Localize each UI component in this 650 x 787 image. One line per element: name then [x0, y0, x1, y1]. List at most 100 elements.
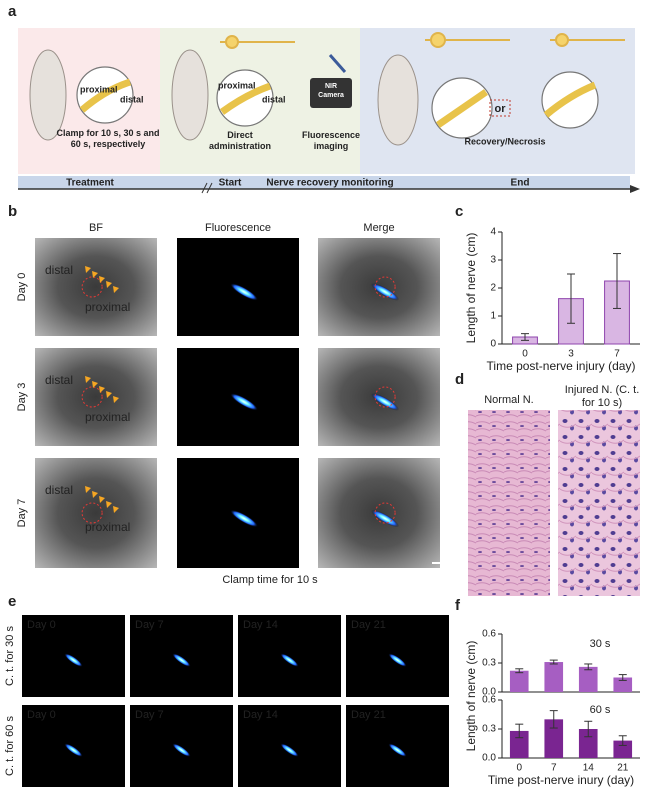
image-label: Day 14 [243, 619, 278, 631]
image-label: Day 14 [243, 709, 278, 721]
fluorescence-image [22, 615, 125, 697]
fluorescence-signal [172, 743, 191, 757]
y-tick-label: 4 [490, 227, 496, 238]
arrowhead [99, 276, 105, 283]
x-tick-label: 7 [614, 349, 620, 360]
bar [578, 666, 598, 692]
y-tick-label: 2 [490, 283, 496, 294]
x-tick-label: 0 [516, 763, 522, 774]
arrowhead [85, 266, 91, 273]
fluorescence-signal [280, 653, 299, 667]
fluorescence-signal [388, 653, 407, 667]
fluorescence-image [346, 615, 449, 697]
timeline-label: Nerve recovery monitoring [266, 178, 393, 189]
fluorescence-signal [172, 653, 191, 667]
panel-label: f [455, 597, 461, 614]
panel-label: c [455, 203, 463, 220]
fluorescence-signal [280, 743, 299, 757]
y-tick-label: 3 [490, 255, 496, 266]
x-axis-label: Time post-nerve inury (day) [488, 773, 634, 787]
image-label: distal [45, 373, 73, 387]
column-header: BF [89, 222, 103, 234]
syringe-icon [328, 54, 347, 73]
arrowhead [113, 396, 119, 403]
injury-circle [81, 386, 103, 408]
column-header: Normal N. [484, 394, 534, 406]
x-tick-label: 7 [551, 763, 557, 774]
fluorescence-image [346, 705, 449, 787]
arrowhead [85, 486, 91, 493]
row-label: C. t. for 30 s [4, 626, 16, 686]
fluorescence-signal [371, 393, 400, 411]
bar [544, 662, 564, 692]
bar [578, 729, 598, 758]
bar [509, 730, 529, 758]
fluorescence-image [238, 615, 341, 697]
timeline-arrow [630, 185, 640, 193]
y-axis-label: Length of nerve (cm) [464, 641, 478, 752]
arrowhead [113, 286, 119, 293]
image-label: proximal [85, 520, 130, 534]
image-label: proximal [85, 300, 130, 314]
fluorescence-signal [64, 743, 83, 757]
outcome-label: Recovery/Necrosis [464, 136, 545, 146]
image-label: Day 0 [27, 619, 56, 631]
x-tick-label: 0 [522, 349, 528, 360]
image-label: Day 7 [135, 709, 164, 721]
arrowhead [106, 501, 112, 508]
histology-image [468, 410, 550, 596]
y-tick-label: 0.6 [482, 695, 496, 706]
row-label: Day 7 [16, 499, 28, 528]
image-label: Day 0 [27, 709, 56, 721]
or-label: or [495, 103, 507, 115]
panel-label: a [8, 3, 17, 20]
scale-bar [432, 562, 440, 564]
nerve-label: proximal [218, 80, 256, 90]
image-label: distal [45, 483, 73, 497]
x-tick-label: 3 [568, 349, 574, 360]
arrowhead [106, 391, 112, 398]
series-label: 30 s [590, 638, 611, 650]
clamp-text: Clamp for 10 s, 30 s and 60 s, respectiv… [56, 128, 160, 149]
caption: Clamp time for 10 s [222, 574, 318, 586]
arrowhead [99, 496, 105, 503]
arrowhead [85, 376, 91, 383]
x-tick-label: 21 [617, 763, 629, 774]
nerve-label: proximal [80, 84, 118, 94]
image-label: distal [45, 263, 73, 277]
fluorescence-image [130, 615, 233, 697]
fluorescence-signal [230, 283, 259, 301]
camera-text: NIR Camera [318, 83, 344, 99]
column-header: Fluorescence [205, 222, 271, 234]
x-tick-label: 14 [583, 763, 595, 774]
y-tick-label: 0.3 [482, 658, 496, 669]
bar [509, 670, 529, 692]
histology-image [558, 410, 640, 596]
arrowhead [92, 381, 98, 388]
micrograph [35, 348, 157, 446]
mouse-illustrations [29, 49, 419, 146]
axis-break [201, 182, 208, 194]
image-label: Day 21 [351, 619, 386, 631]
timeline-label: Treatment [66, 178, 114, 189]
timeline-label: End [511, 178, 530, 189]
fluorescence-signal [230, 509, 259, 528]
fluorescence-signal [230, 393, 259, 411]
injury-circle [81, 502, 103, 524]
image-label: Day 7 [135, 619, 164, 631]
image-label: proximal [85, 410, 130, 424]
bar [544, 719, 564, 758]
panel-label: e [8, 593, 16, 610]
timeline-label: Start [219, 178, 242, 189]
panel-label: b [8, 203, 17, 220]
injury-circle [81, 276, 103, 298]
fluorescence-signal [371, 509, 400, 528]
arrowhead [92, 271, 98, 278]
y-tick-label: 0 [490, 339, 496, 350]
series-label: 60 s [590, 704, 611, 716]
injury-circle [374, 502, 396, 524]
y-axis-label: Length of nerve (cm) [464, 233, 478, 344]
direct-text: Direct administration [208, 130, 271, 151]
bar [613, 740, 633, 758]
